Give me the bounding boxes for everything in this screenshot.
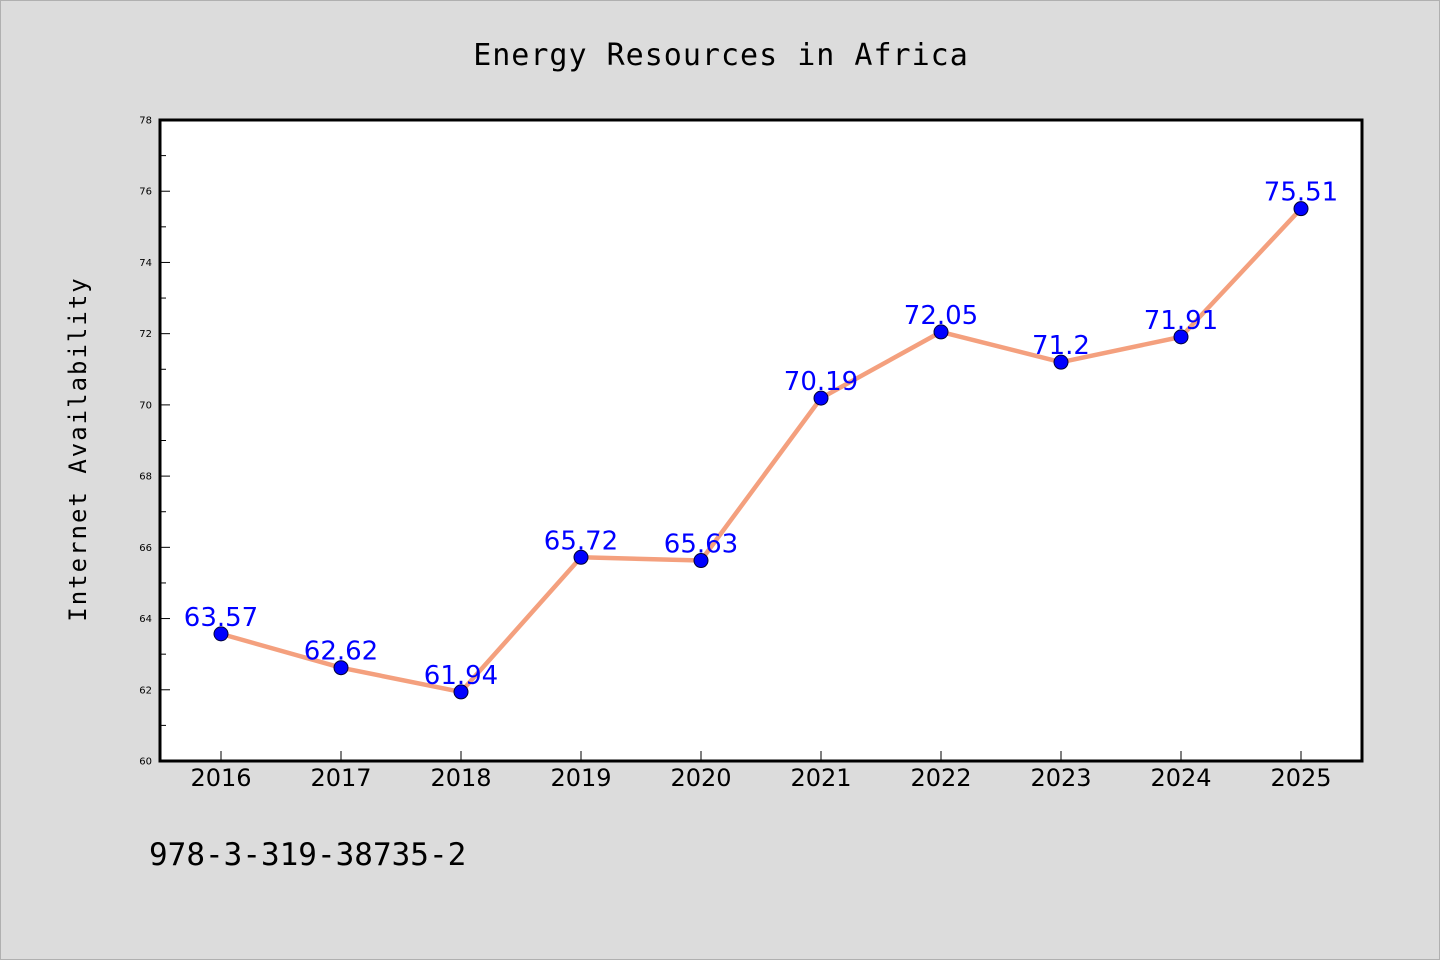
- x-tick-label: 2018: [430, 764, 491, 792]
- data-label: 65.63: [664, 530, 738, 560]
- data-point: [453, 684, 469, 700]
- data-point: [933, 324, 949, 340]
- x-tick-label: 2023: [1030, 764, 1091, 792]
- data-point: [1293, 201, 1309, 217]
- series-line-group: [218, 206, 1304, 695]
- x-tick-label: 2025: [1270, 764, 1331, 792]
- y-axis-label: Internet Availability: [64, 276, 92, 621]
- data-label: 71.2: [1032, 331, 1090, 361]
- x-tick-label: 2020: [670, 764, 731, 792]
- isbn-text: 978-3-319-38735-2: [149, 837, 466, 873]
- marker-group: [213, 201, 1309, 700]
- series-line: [218, 206, 1304, 695]
- y-tick-label: 72: [139, 329, 152, 340]
- y-tick-label: 68: [139, 472, 152, 483]
- chart-title: Energy Resources in Africa: [473, 38, 969, 73]
- x-tick-label: 2016: [190, 764, 251, 792]
- data-point: [213, 626, 229, 642]
- data-label: 71.91: [1144, 306, 1218, 336]
- y-tick-label: 66: [139, 543, 152, 554]
- data-point: [1053, 354, 1069, 370]
- data-label: 70.19: [784, 367, 858, 397]
- y-axis: 60 62 64 66 68 70 72 74 76 78: [139, 116, 170, 768]
- data-label: 65.72: [544, 526, 618, 556]
- data-label: 72.05: [904, 301, 978, 331]
- data-label-group: 63.57 62.62 61.94 65.72 65.63 70.19 72.05 71.2 7…: [184, 178, 1338, 691]
- x-axis: 2016 2017 2018 2019 2020 2021 2022 2023 2024 2025: [190, 751, 1332, 792]
- data-label: 62.62: [304, 637, 378, 667]
- data-label: 61.94: [424, 661, 498, 691]
- data-point: [1173, 329, 1189, 345]
- y-tick-label: 70: [139, 400, 152, 411]
- x-tick-label: 2024: [1150, 764, 1211, 792]
- data-point: [573, 549, 589, 565]
- data-point: [813, 390, 829, 406]
- data-point: [693, 553, 709, 569]
- y-tick-label: 74: [139, 258, 152, 269]
- x-tick-label: 2017: [310, 764, 371, 792]
- data-label: 63.57: [184, 603, 258, 633]
- y-tick-label: 76: [139, 187, 152, 198]
- plot-frame: [158, 118, 1364, 763]
- data-point: [333, 660, 349, 676]
- x-tick-label: 2019: [550, 764, 611, 792]
- x-tick-label: 2021: [790, 764, 851, 792]
- x-tick-label: 2022: [910, 764, 971, 792]
- y-tick-label: 64: [139, 614, 152, 625]
- y-tick-label: 62: [139, 685, 152, 696]
- y-tick-label: 78: [139, 116, 152, 127]
- data-label: 75.51: [1264, 178, 1338, 208]
- plot-area: [160, 120, 1362, 761]
- y-tick-label: 60: [139, 757, 152, 768]
